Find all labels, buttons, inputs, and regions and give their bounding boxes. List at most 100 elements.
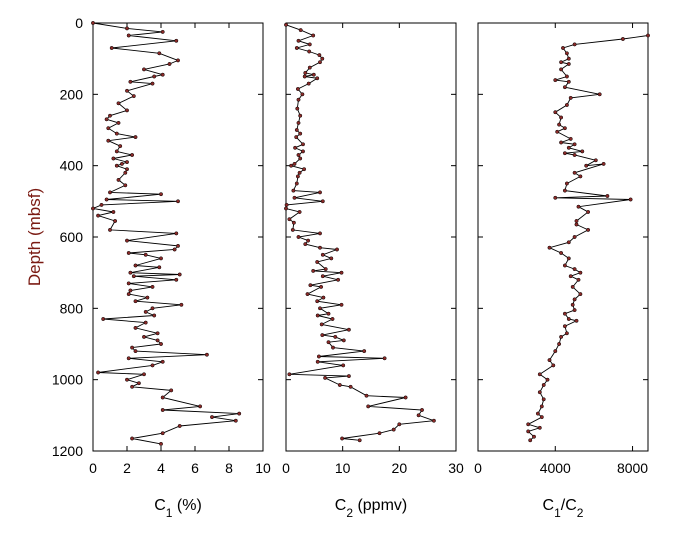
data-point xyxy=(114,163,119,168)
data-point xyxy=(297,210,302,214)
panel-2: 0 10 20 30 C2 (ppmv) xyxy=(282,22,464,520)
data-point xyxy=(605,194,610,198)
data-point xyxy=(318,245,322,250)
x-tick-label: 0 xyxy=(474,460,482,476)
data-point xyxy=(561,46,565,50)
data-point xyxy=(318,190,322,195)
data-point xyxy=(566,240,571,245)
data-point xyxy=(160,395,165,400)
data-point xyxy=(133,349,138,354)
data-point xyxy=(125,377,129,382)
data-point xyxy=(336,277,341,282)
data-point xyxy=(130,436,135,441)
data-point xyxy=(333,334,338,339)
data-point xyxy=(233,418,238,423)
data-point xyxy=(303,70,308,75)
data-point xyxy=(284,202,289,207)
y-tick-label: 0 xyxy=(75,15,83,31)
data-point xyxy=(578,292,583,297)
data-point xyxy=(133,325,138,330)
data-point xyxy=(559,60,564,65)
data-point xyxy=(366,404,371,409)
data-point xyxy=(320,333,325,338)
data-point xyxy=(298,156,303,161)
data-point xyxy=(128,288,133,293)
data-point xyxy=(315,299,320,304)
x-tick-label: 20 xyxy=(392,460,408,476)
data-point xyxy=(323,375,328,380)
data-point xyxy=(298,113,303,118)
data-point xyxy=(294,181,299,186)
data-point xyxy=(116,120,121,125)
y-tick-label: 400 xyxy=(60,158,84,174)
data-point xyxy=(293,145,298,150)
data-point xyxy=(431,418,436,423)
y-tick-label: 1200 xyxy=(52,443,83,459)
data-point xyxy=(562,85,567,90)
data-point xyxy=(125,108,129,113)
data-point xyxy=(306,238,311,243)
data-point xyxy=(106,126,111,131)
data-point xyxy=(160,72,165,77)
data-point xyxy=(126,33,131,38)
data-point xyxy=(320,274,325,279)
data-point xyxy=(118,144,123,149)
data-point xyxy=(108,190,112,195)
panel-1: 0 200 400 600 800 1000 1200 0 2 4 6 8 10 C1 (%) xyxy=(52,15,271,520)
data-point xyxy=(315,359,320,364)
y-axis-title: Depth (mbsf) xyxy=(25,188,44,286)
data-point xyxy=(296,120,301,125)
data-point xyxy=(287,217,292,222)
data-point xyxy=(108,227,112,232)
data-point xyxy=(125,238,129,243)
data-point xyxy=(126,251,131,255)
data-point xyxy=(576,277,581,282)
y-tick-label: 200 xyxy=(60,86,84,102)
data-point xyxy=(547,358,552,363)
data-point xyxy=(341,338,346,343)
data-point xyxy=(574,318,579,323)
data-point xyxy=(294,46,299,50)
data-point xyxy=(339,270,344,275)
data-point xyxy=(620,37,625,41)
data-point xyxy=(541,383,546,387)
data-point xyxy=(303,242,308,247)
data-point xyxy=(311,72,316,77)
data-point xyxy=(628,197,633,202)
data-point xyxy=(123,170,128,175)
data-point xyxy=(142,67,146,72)
data-point xyxy=(348,384,353,389)
data-point xyxy=(295,174,300,179)
data-point xyxy=(177,272,182,277)
data-point xyxy=(172,247,177,252)
data-point xyxy=(564,74,569,79)
data-point xyxy=(125,88,129,93)
data-point xyxy=(131,274,136,279)
data-point xyxy=(142,334,146,339)
data-point xyxy=(133,135,138,140)
data-point xyxy=(316,354,321,359)
data-point xyxy=(136,381,141,386)
data-point xyxy=(295,87,300,91)
data-point xyxy=(564,51,569,56)
data-point xyxy=(559,251,564,255)
data-point xyxy=(572,297,577,302)
data-point xyxy=(160,359,165,364)
data-point xyxy=(301,149,305,154)
data-point xyxy=(125,160,129,165)
data-point xyxy=(346,327,351,332)
x-tick-label: 0 xyxy=(89,460,97,476)
data-point xyxy=(106,138,111,143)
data-point xyxy=(297,170,302,175)
data-point xyxy=(292,195,297,200)
data-point xyxy=(566,79,571,84)
data-point xyxy=(177,424,182,428)
data-point xyxy=(572,142,577,147)
data-point xyxy=(364,393,369,398)
data-point xyxy=(559,334,564,339)
data-point xyxy=(125,167,129,172)
data-point xyxy=(142,372,146,377)
panel-frame xyxy=(92,22,264,452)
data-point xyxy=(566,62,571,66)
data-point xyxy=(150,284,155,289)
